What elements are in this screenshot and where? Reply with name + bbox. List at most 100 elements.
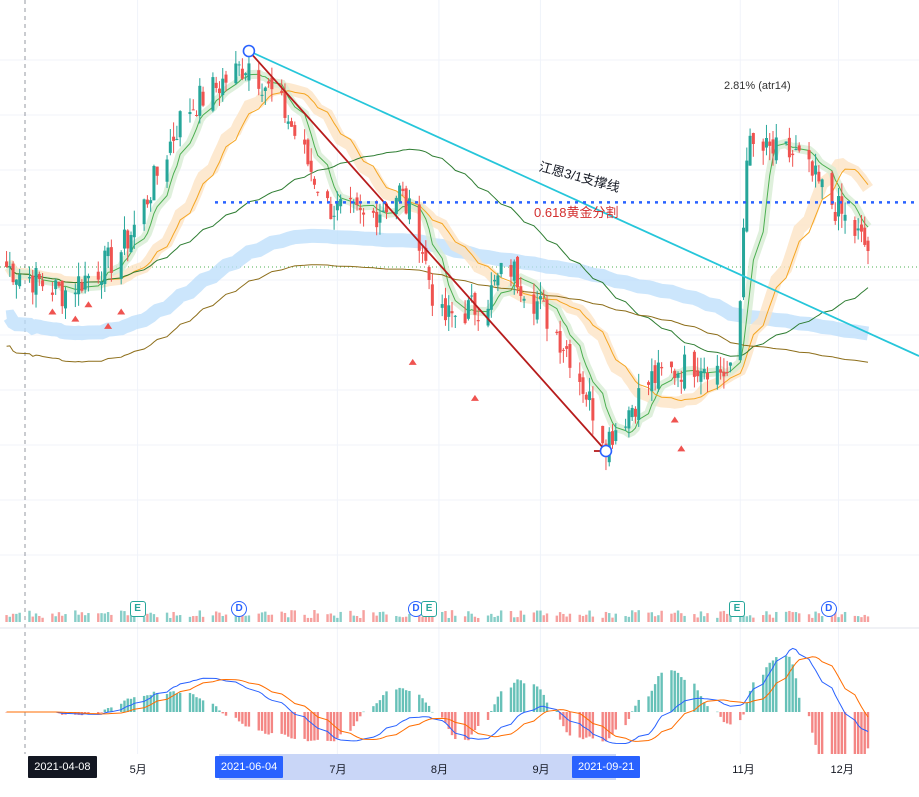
axis-tick-label: 9月	[532, 764, 550, 776]
candle-body	[293, 125, 297, 136]
candle-body	[499, 262, 503, 275]
volume-bar	[241, 614, 244, 622]
volume-bar	[447, 617, 450, 622]
macd-histogram-bar	[693, 683, 696, 712]
volume-bar	[814, 611, 817, 622]
candle-body	[702, 368, 706, 373]
macd-histogram-bar	[581, 712, 585, 740]
macd-histogram-bar	[146, 695, 149, 712]
macd-histogram-bar	[192, 694, 195, 712]
volume-bar	[103, 613, 107, 622]
volume-bar	[627, 616, 631, 622]
macd-histogram-bar	[309, 712, 313, 741]
candle-body	[168, 141, 172, 153]
ma-short-line	[6, 73, 869, 434]
volume-bar	[496, 615, 500, 622]
macd-histogram-bar	[765, 667, 768, 712]
volume-bar	[51, 613, 54, 622]
macd-histogram-bar	[820, 712, 824, 763]
candle-body	[706, 372, 710, 380]
macd-histogram-bar	[172, 691, 175, 712]
macd-histogram-bar	[467, 712, 470, 741]
candle-body	[152, 166, 156, 201]
candle-body	[145, 199, 149, 205]
candle-body	[466, 300, 470, 319]
volume-bar	[316, 613, 319, 622]
macd-histogram-bar	[863, 712, 866, 757]
volume-bar	[493, 617, 496, 622]
candle-body	[791, 153, 795, 156]
candle-body	[624, 426, 628, 428]
volume-bar	[355, 616, 359, 622]
macd-histogram-bar	[100, 712, 103, 713]
macd-histogram-bar	[149, 694, 152, 712]
volume-bar	[794, 612, 798, 622]
macd-histogram-bar	[653, 684, 657, 712]
macd-histogram-bar	[539, 689, 542, 712]
candle-body	[748, 135, 752, 166]
candle-body	[401, 188, 405, 192]
volume-bar	[211, 615, 215, 622]
candle-body	[470, 295, 474, 297]
candle-body	[489, 285, 493, 310]
candle-body	[817, 171, 821, 182]
candle-body	[188, 112, 192, 115]
volume-bar	[545, 613, 549, 622]
candle-body	[856, 228, 860, 231]
macd-histogram-bar	[788, 656, 791, 712]
candle-body	[385, 203, 389, 213]
volume-bar	[349, 610, 352, 622]
volume-bar	[54, 616, 57, 622]
candle-body	[100, 281, 104, 285]
volume-bar	[624, 616, 627, 622]
candle-body	[794, 148, 798, 150]
macd-histogram-bar	[608, 712, 611, 739]
volume-bar	[608, 613, 611, 622]
macd-histogram-bar	[214, 706, 218, 712]
candle-body	[27, 277, 31, 279]
macd-histogram-bar	[188, 692, 192, 712]
candle-body	[198, 85, 202, 116]
candle-body	[18, 274, 22, 287]
candle-body	[149, 200, 153, 204]
macd-histogram-bar	[355, 712, 359, 722]
volume-bar	[565, 616, 568, 622]
time-axis: 5月 7月 8月 9月 11月 12月 2021-04-08 2021-06-04 2021-0…	[0, 754, 919, 780]
volume-bar	[706, 613, 709, 622]
candle-body	[195, 115, 199, 117]
volume-bar	[424, 614, 428, 622]
macd-histogram-bar	[287, 712, 290, 737]
volume-bar	[683, 615, 686, 622]
volume-bar	[578, 614, 581, 622]
candle-body	[430, 284, 434, 306]
volume-bar	[110, 614, 113, 622]
volume-bar	[352, 615, 355, 622]
candle-body	[522, 298, 526, 301]
axis-tick-label: 11月	[732, 764, 755, 776]
macd-histogram-bar	[424, 702, 428, 712]
volume-bar	[382, 611, 385, 622]
volume-bar	[133, 613, 136, 622]
candle-body	[683, 354, 687, 389]
macd-histogram-bar	[742, 712, 745, 715]
macd-histogram-bar	[798, 697, 801, 712]
volume-bar	[31, 616, 34, 622]
candle-body	[378, 214, 382, 223]
volume-bar	[555, 615, 559, 622]
volume-bar	[303, 614, 306, 622]
macd-line	[6, 647, 869, 745]
candle-body	[650, 371, 654, 392]
macd-histogram-bar	[264, 712, 267, 734]
volume-bar	[834, 611, 837, 622]
macd-histogram-bar	[234, 712, 238, 718]
decline-trendline	[248, 50, 607, 452]
macd-histogram-bar	[739, 712, 742, 721]
candle-body	[404, 188, 408, 214]
candle-body	[122, 229, 126, 249]
volume-bar	[359, 617, 362, 622]
volume-bar	[309, 617, 313, 622]
macd-histogram-bar	[493, 704, 496, 712]
candle-body	[348, 197, 352, 200]
